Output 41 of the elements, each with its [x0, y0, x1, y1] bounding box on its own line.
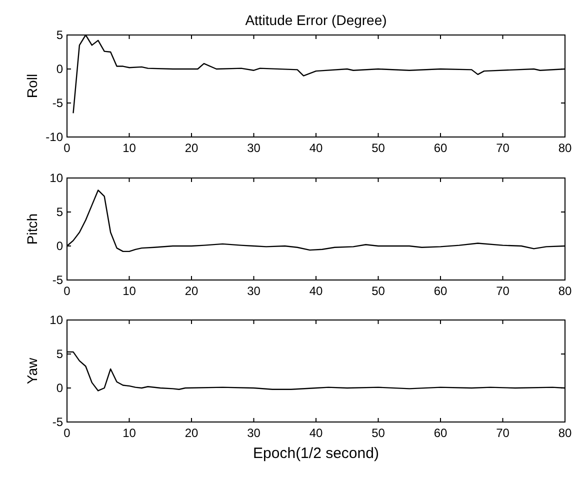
x-axis-title: Epoch(1/2 second): [253, 445, 379, 462]
y-tick-label: 10: [50, 313, 64, 327]
y-tick-label: 5: [56, 205, 64, 219]
x-tick-label: 70: [496, 284, 510, 298]
x-tick-label: 10: [122, 426, 136, 440]
x-tick-label: 50: [372, 426, 386, 440]
x-tick-label: 30: [247, 284, 261, 298]
y-tick-label: -5: [52, 415, 64, 429]
y-axis-title: Yaw: [24, 357, 40, 384]
y-tick-label: 0: [56, 239, 64, 253]
x-tick-label: 60: [434, 426, 448, 440]
x-tick-label: 80: [558, 141, 572, 155]
x-tick-label: 20: [184, 426, 198, 440]
y-tick-label: 5: [56, 347, 64, 361]
y-tick-label: 5: [56, 28, 64, 42]
x-tick-label: 70: [496, 141, 510, 155]
x-tick-label: 30: [247, 141, 261, 155]
y-tick-label: -10: [46, 130, 64, 144]
x-tick-label: 60: [434, 141, 448, 155]
y-axis-title: Roll: [24, 74, 40, 98]
x-tick-label: 10: [122, 284, 136, 298]
x-tick-label: 80: [558, 426, 572, 440]
x-tick-label: 20: [184, 284, 198, 298]
y-tick-label: 0: [56, 62, 64, 76]
x-tick-label: 40: [309, 426, 323, 440]
x-tick-label: 20: [184, 141, 198, 155]
x-tick-label: 50: [372, 284, 386, 298]
y-tick-label: 10: [50, 171, 64, 185]
x-tick-label: 50: [372, 141, 386, 155]
y-axis-title: Pitch: [24, 213, 40, 245]
x-tick-label: 80: [558, 284, 572, 298]
y-tick-label: 0: [56, 381, 64, 395]
y-tick-label: -5: [52, 273, 64, 287]
x-tick-label: 10: [122, 141, 136, 155]
x-tick-label: 40: [309, 141, 323, 155]
x-tick-label: 30: [247, 426, 261, 440]
chart-title: Attitude Error (Degree): [245, 12, 387, 28]
x-tick-label: 70: [496, 426, 510, 440]
y-tick-label: -5: [52, 96, 64, 110]
x-tick-label: 40: [309, 284, 323, 298]
x-tick-label: 60: [434, 284, 448, 298]
